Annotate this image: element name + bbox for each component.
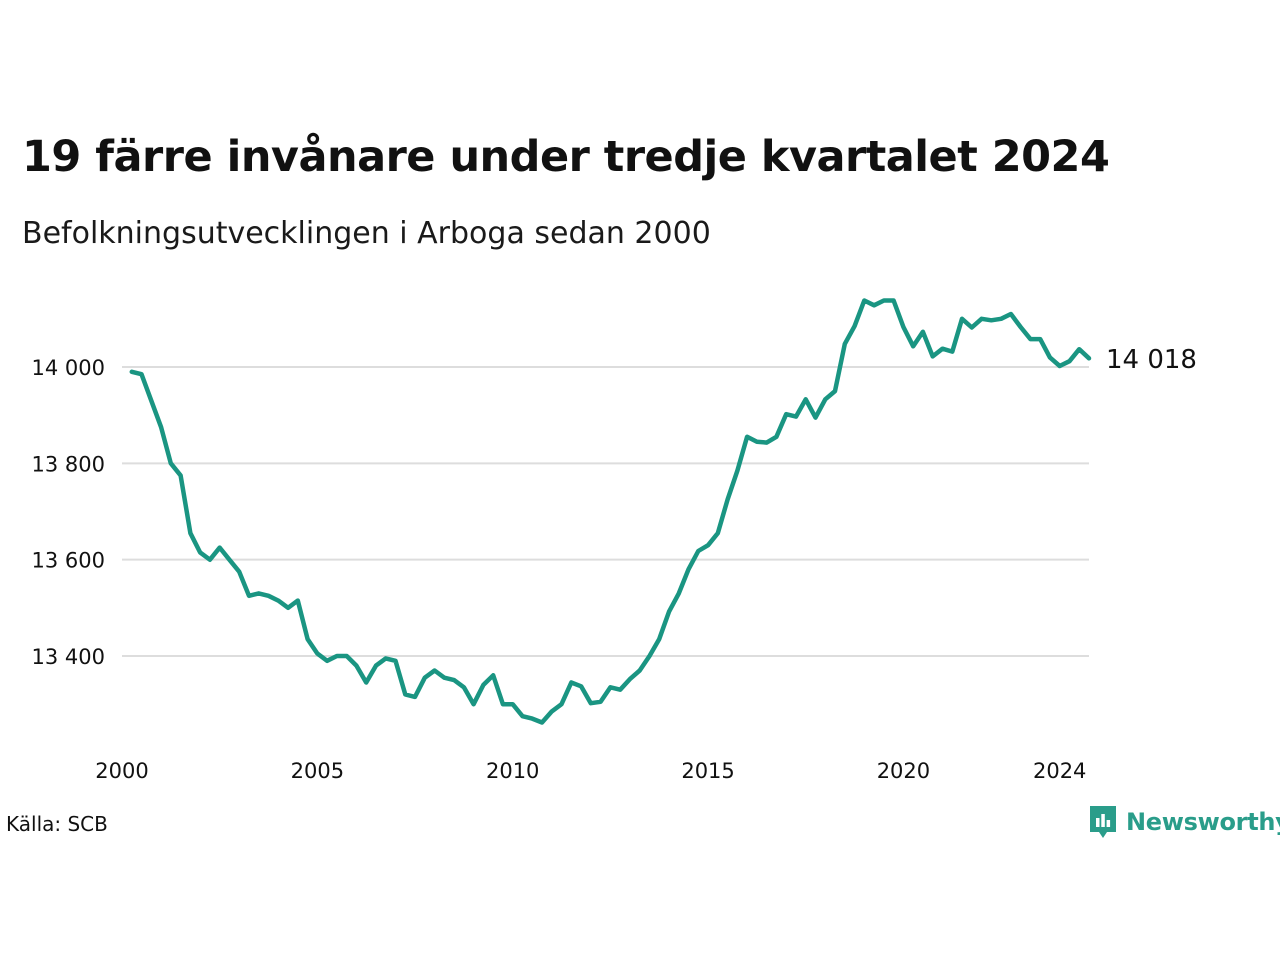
- y-tick-label: 14 000: [32, 356, 105, 380]
- y-axis-tick-labels: 13 400 13 600 13 800 14 000: [32, 356, 105, 669]
- y-tick-label: 13 600: [32, 549, 105, 573]
- y-tick-label: 13 800: [32, 452, 105, 476]
- chart-title: 19 färre invånare under tredje kvartalet…: [22, 132, 1110, 182]
- source-note: Källa: SCB: [6, 812, 108, 836]
- x-tick-label: 2005: [291, 759, 344, 783]
- x-tick-label: 2010: [486, 759, 539, 783]
- brand-name: Newsworthy: [1126, 808, 1280, 836]
- x-axis-tick-labels: 2000 2005 2010 2015 2020 2024: [95, 759, 1086, 783]
- grid-lines: [122, 366, 1089, 657]
- end-value-label: 14 018: [1106, 345, 1197, 375]
- x-tick-label: 2015: [681, 759, 734, 783]
- x-tick-label: 2024: [1033, 759, 1086, 783]
- population-series-line: [129, 298, 1092, 725]
- brand-logo[interactable]: Newsworthy: [1088, 804, 1280, 840]
- y-tick-label: 13 400: [32, 645, 105, 669]
- series-layer: [129, 298, 1092, 725]
- x-tick-label: 2000: [95, 759, 148, 783]
- chart-subtitle: Befolkningsutvecklingen i Arboga sedan 2…: [22, 216, 711, 251]
- x-tick-label: 2020: [877, 759, 930, 783]
- newsworthy-logo-icon: [1090, 806, 1116, 838]
